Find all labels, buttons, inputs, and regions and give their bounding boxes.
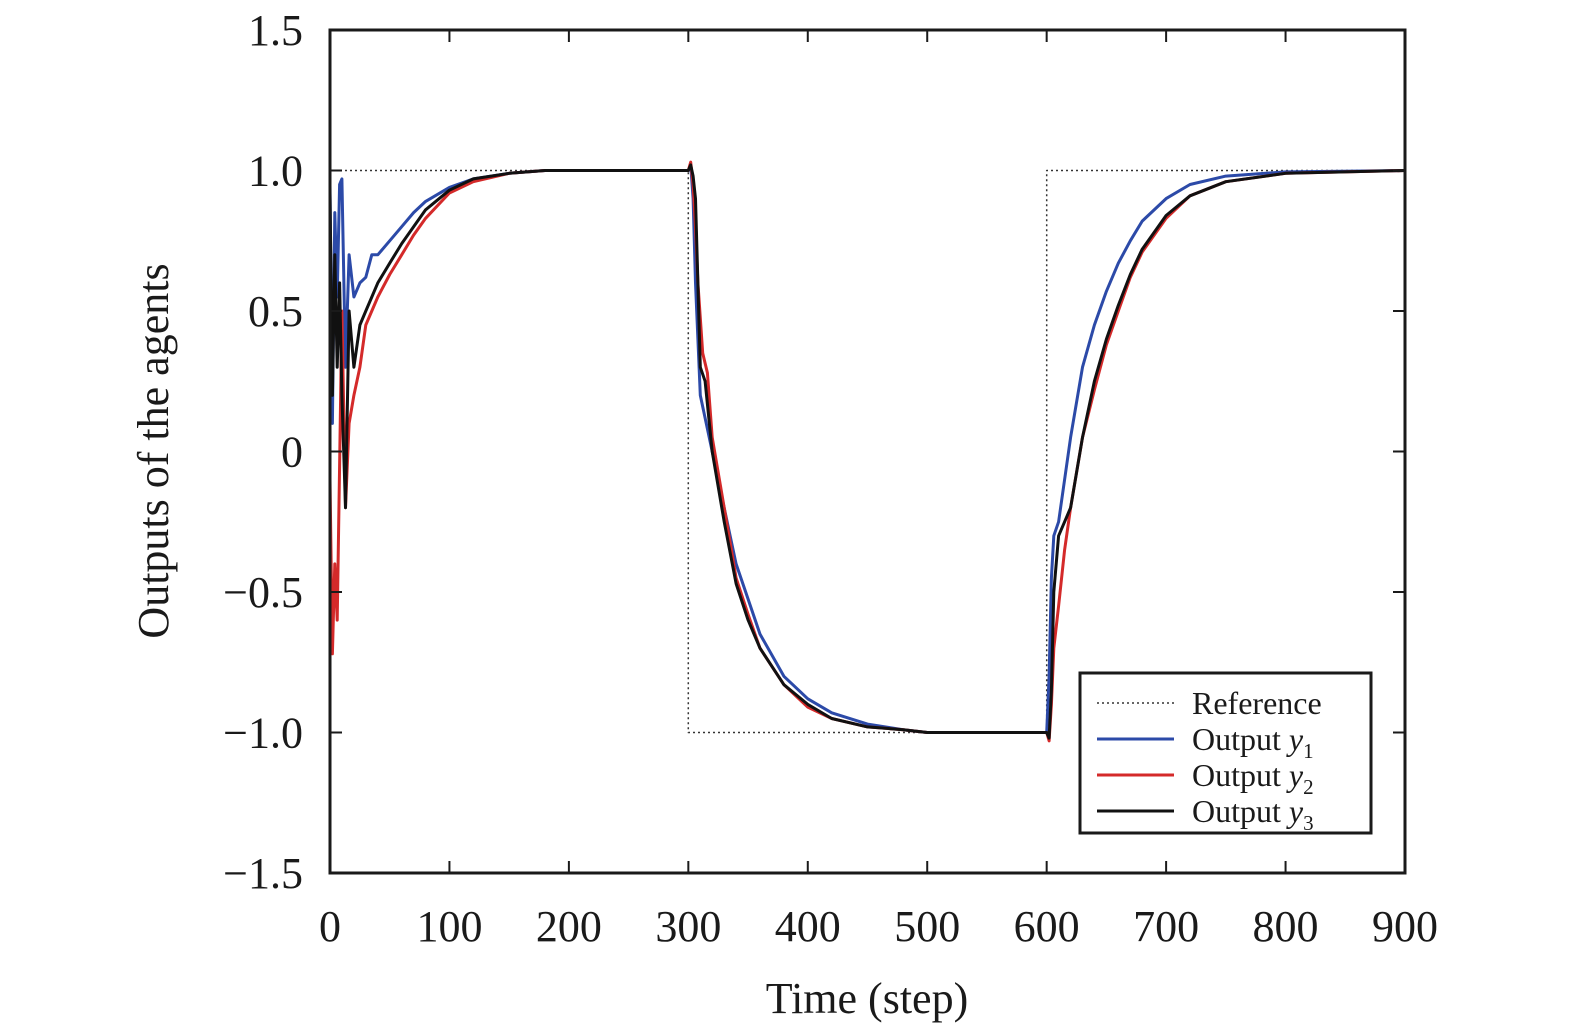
x-tick-label: 600 [1014, 902, 1080, 951]
legend-label-3: Output y3 [1192, 793, 1314, 835]
series-line-0 [330, 169, 1405, 734]
ticks-layer: 0 100 200 300 400 500 600 700 800 900 1.5 1.0 0.5 0 −0… [223, 6, 1438, 951]
x-tick-label: 100 [416, 902, 482, 951]
y-tick-label: 1.5 [248, 6, 303, 55]
series-layer [328, 160, 1406, 743]
series-line-2 [328, 160, 1406, 743]
y-tick-label: 0.5 [248, 287, 303, 336]
x-tick-label: 700 [1133, 902, 1199, 951]
x-tick-label: 300 [655, 902, 721, 951]
x-tick-label: 900 [1372, 902, 1438, 951]
y-axis-title: Outputs of the agents [129, 263, 178, 638]
y-tick-label: −1.0 [223, 709, 303, 758]
y-tick-label: −1.5 [223, 849, 303, 898]
legend-label-0: Reference [1192, 685, 1322, 721]
series-line-3 [328, 163, 1406, 740]
x-tick-label: 500 [894, 902, 960, 951]
series-line-1 [328, 163, 1406, 734]
x-tick-label: 400 [775, 902, 841, 951]
x-tick-label: 800 [1253, 902, 1319, 951]
y-tick-label: 1.0 [248, 147, 303, 196]
y-tick-label: 0 [281, 428, 303, 477]
legend-label-2: Output y2 [1192, 757, 1314, 799]
x-axis-title: Time (step) [766, 974, 969, 1023]
y-tick-label: −0.5 [223, 568, 303, 617]
legend-label-1: Output y1 [1192, 721, 1314, 763]
legend-box [1078, 671, 1373, 835]
x-tick-label: 200 [536, 902, 602, 951]
x-tick-label: 0 [319, 902, 341, 951]
